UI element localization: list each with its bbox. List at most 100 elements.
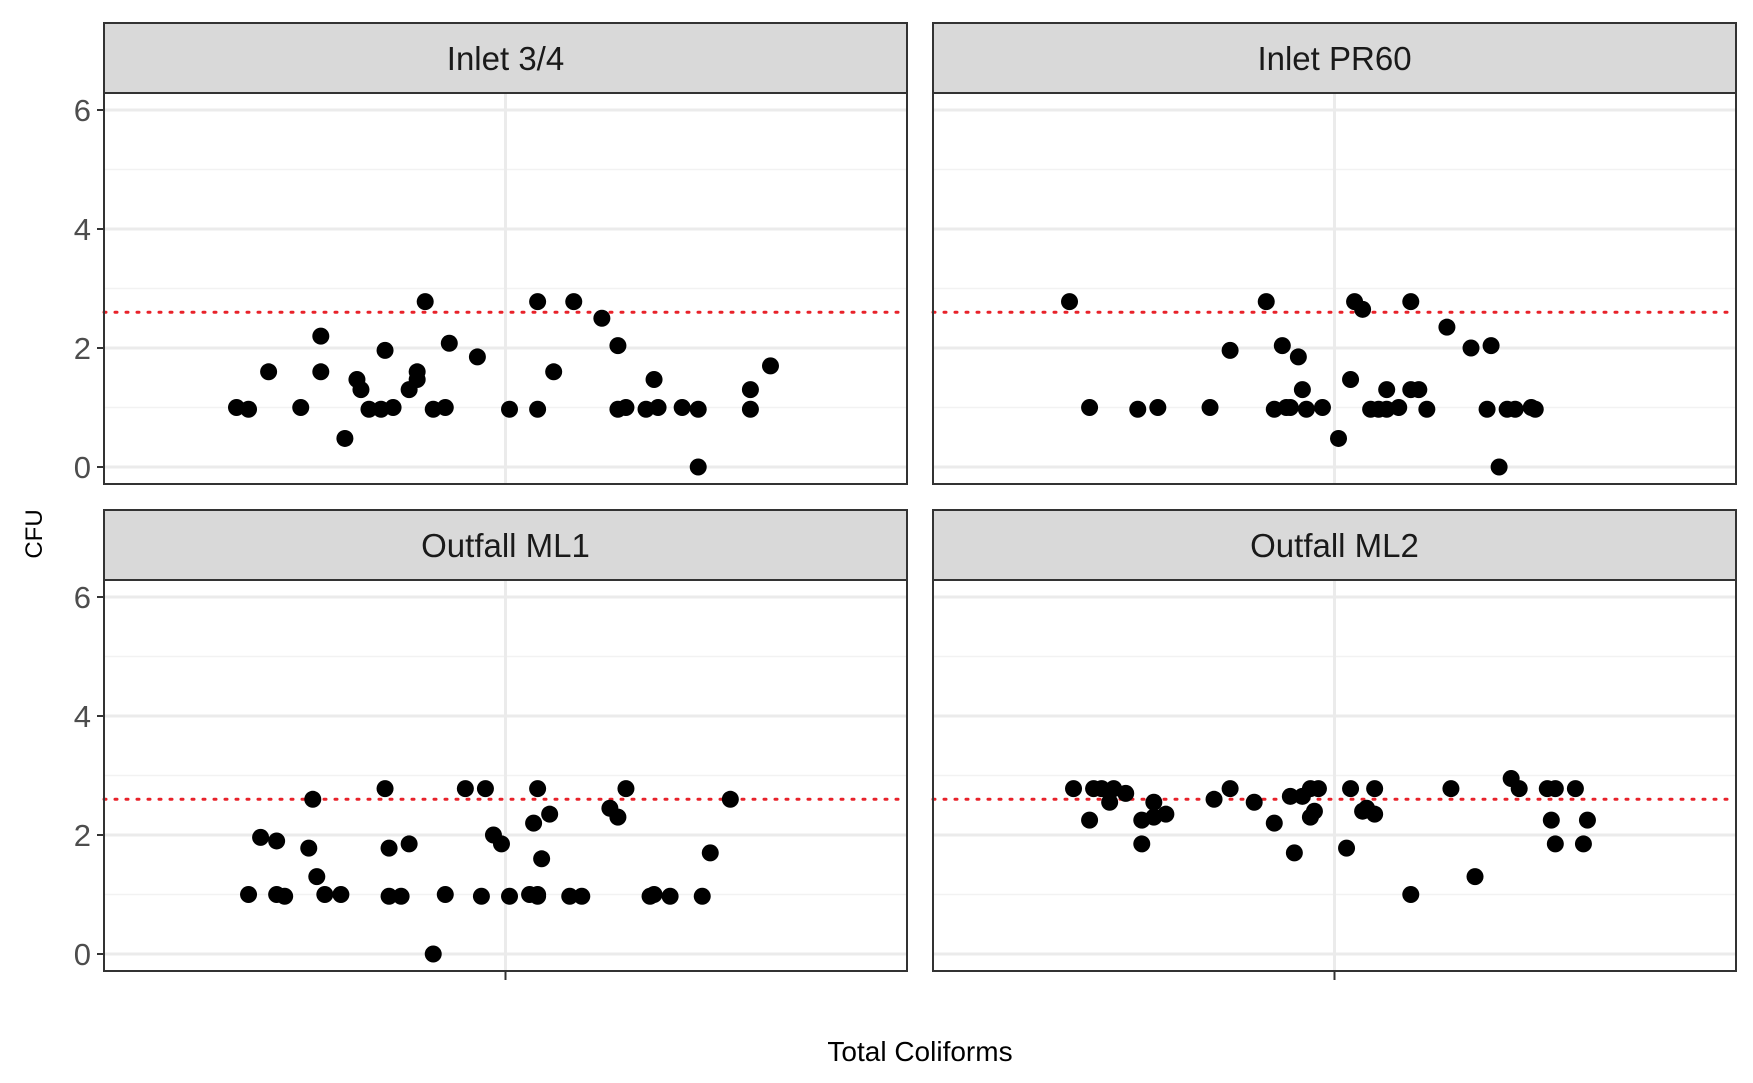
- data-point: [1438, 318, 1456, 336]
- data-point: [533, 850, 551, 868]
- data-point: [1221, 341, 1239, 359]
- data-point: [701, 844, 719, 862]
- data-point: [529, 780, 547, 798]
- facet-panel: Inlet 3/4 0 2 4 6: [74, 22, 909, 485]
- data-point: [1490, 458, 1508, 476]
- data-point: [1418, 400, 1436, 418]
- facet-strip-label: Outfall ML2: [1250, 527, 1419, 564]
- data-point: [1578, 811, 1596, 829]
- data-point: [1574, 835, 1592, 853]
- data-point: [1221, 780, 1239, 798]
- data-point: [1390, 399, 1408, 416]
- data-point: [1546, 835, 1564, 853]
- data-point: [336, 429, 354, 447]
- data-point: [384, 399, 402, 416]
- data-point: [1257, 293, 1275, 311]
- data-point: [609, 337, 627, 355]
- data-point: [609, 808, 627, 826]
- data-point: [468, 348, 486, 366]
- data-point: [1442, 780, 1460, 798]
- data-point: [1289, 348, 1307, 366]
- y-axis-title: CFU: [21, 509, 48, 558]
- y-tick-label: 6: [74, 93, 91, 128]
- data-point: [617, 399, 635, 416]
- data-point: [1526, 400, 1544, 418]
- data-point: [492, 835, 510, 853]
- data-point: [1205, 790, 1223, 808]
- data-point: [693, 887, 711, 905]
- data-point: [376, 341, 394, 359]
- y-tick-label: 2: [74, 818, 91, 853]
- y-tick-label: 0: [74, 937, 91, 972]
- data-point: [1402, 886, 1420, 903]
- data-point: [1402, 293, 1420, 311]
- panel-border: [103, 92, 908, 485]
- data-point: [593, 309, 611, 327]
- data-point: [476, 780, 494, 798]
- data-point: [380, 887, 398, 905]
- data-point: [1117, 784, 1135, 802]
- data-point: [1293, 381, 1311, 399]
- data-point: [456, 780, 474, 798]
- y-tick-label: 2: [74, 331, 91, 366]
- data-point: [1313, 399, 1331, 416]
- facet-strip: [103, 509, 908, 581]
- data-point: [1133, 835, 1151, 853]
- data-point: [1378, 381, 1396, 399]
- data-point: [472, 887, 490, 905]
- data-point: [673, 399, 691, 416]
- data-point: [741, 381, 759, 399]
- data-point: [276, 887, 294, 905]
- data-point: [1510, 780, 1528, 798]
- data-point: [721, 790, 739, 808]
- data-point: [529, 400, 547, 418]
- data-point: [352, 381, 370, 399]
- data-point: [741, 400, 759, 418]
- data-point: [529, 887, 547, 905]
- data-point: [573, 887, 591, 905]
- data-point: [292, 399, 310, 416]
- data-point: [525, 814, 543, 832]
- data-point: [1081, 399, 1099, 416]
- data-point: [416, 293, 434, 311]
- data-point: [645, 886, 663, 903]
- y-tick-label: 0: [74, 450, 91, 485]
- data-point: [561, 887, 579, 905]
- data-point: [1093, 780, 1111, 798]
- data-point: [436, 886, 454, 903]
- data-point: [1338, 839, 1356, 857]
- data-point: [1342, 780, 1360, 798]
- data-point: [1566, 780, 1584, 798]
- data-point: [689, 400, 707, 418]
- facet-strip-label: Outfall ML1: [421, 527, 590, 564]
- data-point: [300, 839, 318, 857]
- facet-strip: [932, 509, 1737, 581]
- data-point: [240, 886, 258, 903]
- data-point: [649, 399, 667, 416]
- data-point: [1354, 300, 1372, 318]
- data-point: [424, 945, 442, 963]
- data-point: [1245, 793, 1263, 811]
- data-point: [408, 371, 426, 389]
- data-point: [1342, 371, 1360, 389]
- data-point: [1410, 381, 1428, 399]
- data-point: [1297, 400, 1315, 418]
- y-tick-label: 4: [74, 699, 91, 734]
- data-point: [761, 357, 779, 375]
- data-point: [1273, 337, 1291, 355]
- data-point: [1462, 339, 1480, 357]
- data-point: [1285, 844, 1303, 862]
- data-point: [1506, 400, 1524, 418]
- facet-strip-label: Inlet PR60: [1257, 40, 1411, 77]
- data-point: [1281, 787, 1299, 805]
- data-point: [689, 458, 707, 476]
- data-point: [252, 828, 270, 846]
- data-point: [1309, 780, 1327, 798]
- data-point: [312, 363, 330, 381]
- data-point: [1478, 400, 1496, 418]
- x-axis-title: Total Coliforms: [827, 1036, 1012, 1067]
- data-point: [1281, 399, 1299, 416]
- facet-strip-label: Inlet 3/4: [447, 40, 564, 77]
